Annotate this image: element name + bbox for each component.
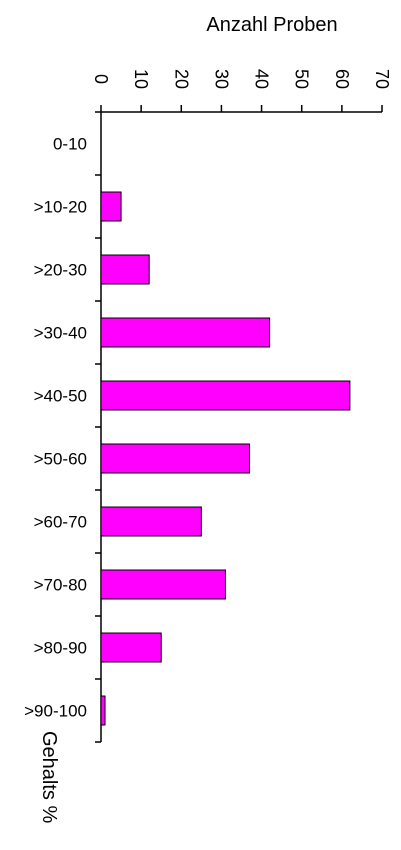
x-tick-label: 0: [91, 74, 111, 84]
x-tick-label: 50: [292, 69, 312, 89]
x-tick-label: 70: [372, 69, 392, 89]
bars: [100, 191, 351, 726]
bar: [100, 695, 106, 726]
category-label: >10-20: [34, 198, 87, 217]
bar: [100, 506, 202, 537]
category-label: >50-60: [34, 450, 87, 469]
x-tick-label: 20: [171, 69, 191, 89]
category-label: 0-10: [53, 135, 87, 154]
category-label: >90-100: [24, 702, 87, 721]
x-tick-label: 60: [332, 69, 352, 89]
bar: [100, 569, 226, 600]
category-label: >30-40: [34, 324, 87, 343]
y-axis-title: Gehalts %: [38, 731, 60, 823]
bar: [100, 191, 122, 222]
x-tick-label: 30: [211, 69, 231, 89]
category-labels: 0-10 >10-20 >20-30 >30-40 >40-50 >50-60 >60-70…: [24, 135, 87, 721]
bar: [100, 317, 271, 348]
bar: [100, 380, 351, 411]
category-label: >70-80: [34, 576, 87, 595]
category-label: >80-90: [34, 639, 87, 658]
bar: [100, 254, 150, 285]
y-axis-ticks: [95, 111, 101, 743]
bar: [100, 632, 162, 663]
category-label: >40-50: [34, 387, 87, 406]
x-tick-label: 40: [252, 69, 272, 89]
x-axis-title: Anzahl Proben: [206, 14, 337, 36]
x-tick-label: 10: [131, 69, 151, 89]
x-axis-ticks: 0 10 20 30 40 50 60 70: [91, 69, 392, 112]
category-label: >60-70: [34, 513, 87, 532]
bar: [100, 443, 251, 474]
category-label: >20-30: [34, 261, 87, 280]
